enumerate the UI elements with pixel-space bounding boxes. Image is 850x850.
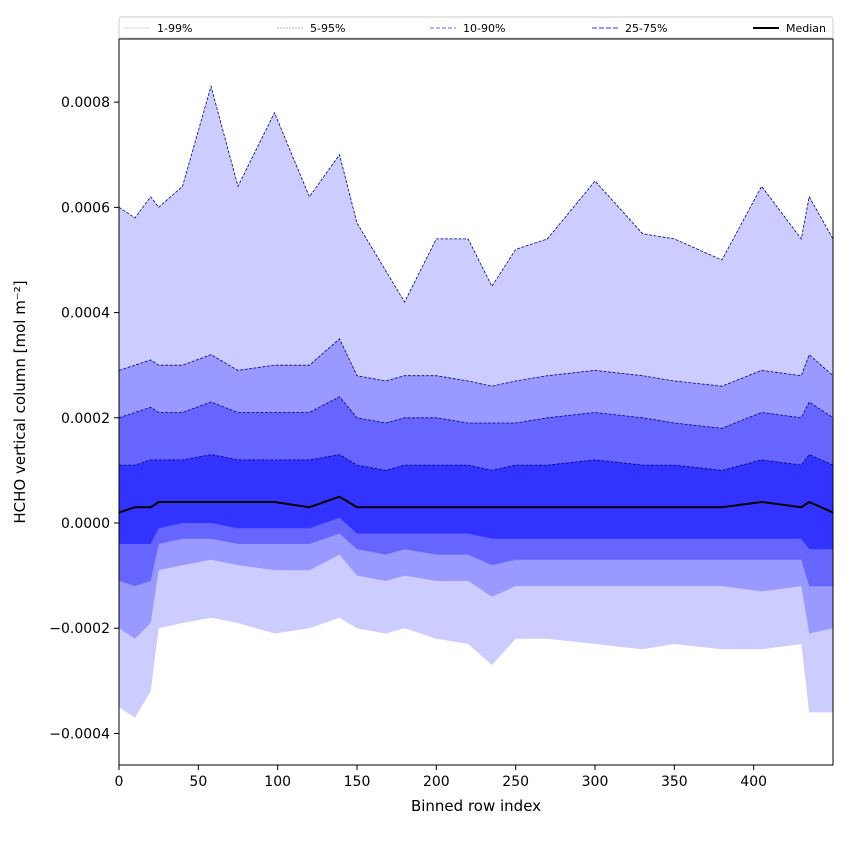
x-tick-label: 200 xyxy=(423,774,450,790)
y-tick-label: 0.0002 xyxy=(61,411,110,427)
legend-label-25-75-: 25-75% xyxy=(625,22,667,35)
x-axis-label: Binned row index xyxy=(411,797,541,815)
y-tick-label: −0.0004 xyxy=(49,726,110,742)
legend-label-1-99-: 1-99% xyxy=(157,22,192,35)
band-upper-edge-25-75- xyxy=(119,454,834,471)
band-upper-edge-1-99- xyxy=(118,84,834,303)
legend-label-10-90-: 10-90% xyxy=(463,22,505,35)
band-upper-edge-10-90- xyxy=(118,396,834,429)
y-tick-label: 0.0004 xyxy=(61,306,110,322)
bands-layer xyxy=(119,86,833,718)
y-tick-label: 0.0000 xyxy=(61,516,110,532)
band-edges-layer xyxy=(118,84,834,471)
y-tick-label: 0.0008 xyxy=(61,95,110,111)
y-tick-label: 0.0006 xyxy=(61,200,110,216)
series-line-median xyxy=(118,495,834,514)
plot-frame xyxy=(118,38,834,766)
legend-label-5-95-: 5-95% xyxy=(310,22,345,35)
x-tick-label: 350 xyxy=(661,774,688,790)
x-tick-label: 0 xyxy=(115,774,124,790)
y-axis: −0.0004 −0.0002 0.0000 0.0002 0.0004 0.0006 0.… xyxy=(49,95,119,742)
legend: 1-99% 5-95% 10-90% 25-75% Median xyxy=(118,16,834,39)
x-tick-label: 150 xyxy=(344,774,371,790)
x-tick-label: 400 xyxy=(740,774,767,790)
x-tick-label: 50 xyxy=(189,774,207,790)
x-tick-label: 300 xyxy=(582,774,609,790)
x-tick-label: 250 xyxy=(502,774,529,790)
y-tick-label: −0.0002 xyxy=(49,621,110,637)
median-layer xyxy=(118,495,834,514)
y-axis-label: HCHO vertical column [mol m⁻²] xyxy=(11,280,29,523)
band-25-75- xyxy=(119,454,833,550)
x-tick-label: 100 xyxy=(264,774,291,790)
x-axis: 0 50 100 150 200 250 300 350 400 xyxy=(115,765,767,790)
legend-label-median: Median xyxy=(786,22,826,35)
legend-frame xyxy=(118,16,834,39)
